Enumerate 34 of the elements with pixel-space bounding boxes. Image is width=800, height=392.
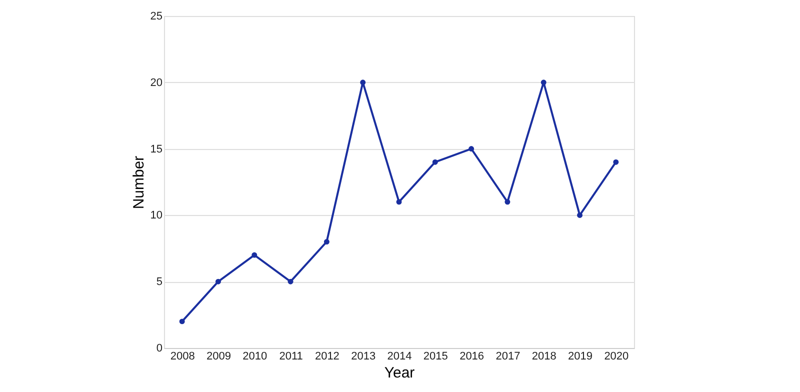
y-tick-label: 10 [150, 210, 162, 222]
point [324, 239, 330, 244]
y-tick-label: 25 [150, 10, 162, 22]
point [577, 212, 583, 218]
x-tick-label: 2020 [604, 350, 629, 362]
x-tick-label: 2013 [351, 350, 376, 362]
point [179, 318, 185, 324]
y-tick-label: 20 [150, 76, 162, 89]
x-tick-label: 2014 [387, 350, 412, 362]
y-tick-label: 5 [156, 276, 162, 288]
point [360, 80, 366, 86]
x-tick-label: 2008 [170, 350, 195, 362]
x-axis-title: Year [384, 364, 415, 382]
x-tick-label: 2018 [532, 350, 556, 362]
x-tick-label: 2009 [206, 350, 231, 362]
point [468, 146, 474, 152]
y-axis-title: Number [130, 156, 148, 210]
point [540, 80, 546, 86]
point [504, 199, 510, 205]
x-tick-label: 2012 [314, 350, 340, 362]
x-tick-label: 2019 [568, 350, 593, 362]
point [252, 252, 258, 258]
x-tick-label: 2017 [496, 350, 520, 362]
point [396, 199, 402, 205]
x-tick-label: 2010 [242, 350, 268, 362]
point [288, 278, 294, 284]
y-tick-label: 15 [150, 143, 162, 156]
x-tick-label: 2016 [460, 350, 484, 362]
point [215, 278, 221, 284]
x-tick-label: 2011 [279, 350, 303, 362]
x-tick-label: 2015 [423, 350, 448, 362]
y-tick-label: 0 [156, 342, 162, 354]
point [432, 159, 438, 165]
point [613, 159, 619, 165]
